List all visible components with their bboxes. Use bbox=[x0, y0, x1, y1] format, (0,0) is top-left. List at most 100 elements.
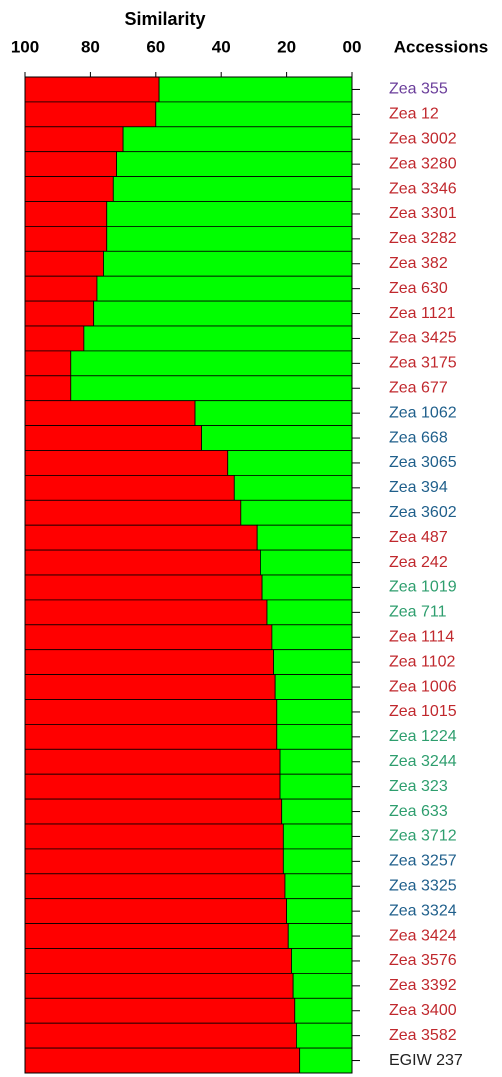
bar-segment bbox=[24, 724, 278, 750]
bar-segment bbox=[286, 898, 353, 925]
bar-segment bbox=[24, 898, 288, 925]
bar-segment bbox=[70, 350, 353, 377]
bar-segment bbox=[260, 549, 353, 576]
bar-segment bbox=[122, 126, 353, 153]
y-tick-label: Zea 677 bbox=[389, 379, 448, 396]
y-tick-label: Zea 3346 bbox=[389, 180, 457, 197]
bar-segment bbox=[273, 649, 353, 676]
bar-segment bbox=[24, 549, 261, 576]
bar-segment bbox=[294, 997, 353, 1024]
bar-segment bbox=[103, 250, 353, 277]
y-tick-label: Zea 3576 bbox=[389, 952, 457, 969]
y-tick-label: Zea 3400 bbox=[389, 1002, 457, 1019]
bar-segment bbox=[24, 151, 117, 177]
bar-segment bbox=[201, 425, 353, 451]
bar-segment bbox=[24, 748, 281, 775]
y-tick-label: Zea 3582 bbox=[389, 1027, 457, 1044]
bar-segment bbox=[24, 126, 124, 153]
x-tick-label: 40 bbox=[212, 37, 231, 56]
y-tick-label: Zea 3257 bbox=[389, 853, 457, 870]
bar-segment bbox=[282, 848, 353, 875]
bar-segment bbox=[194, 400, 353, 427]
y-tick-label: Zea 1102 bbox=[389, 653, 456, 670]
bar-segment bbox=[292, 973, 353, 999]
bar-segment bbox=[227, 450, 353, 476]
y-tick-label: Zea 3425 bbox=[389, 330, 457, 347]
bar-segment bbox=[96, 275, 353, 302]
bar-segment bbox=[279, 748, 353, 775]
y-tick-label: Zea 1114 bbox=[389, 628, 454, 645]
bar-segment bbox=[24, 225, 108, 252]
bar-segment bbox=[24, 250, 104, 277]
y-tick-label: Zea 711 bbox=[389, 604, 447, 621]
bar-segment bbox=[24, 973, 294, 999]
bar-segment bbox=[24, 474, 235, 501]
bar-segment bbox=[279, 773, 353, 800]
bar-segment bbox=[276, 724, 353, 750]
bar-segment bbox=[233, 474, 353, 501]
y-tick-label: Zea 1006 bbox=[389, 678, 457, 695]
y-tick-label: Zea 3324 bbox=[389, 902, 457, 919]
bar-segment bbox=[240, 499, 353, 526]
bar-segment bbox=[256, 524, 353, 551]
bar-segment bbox=[112, 176, 353, 202]
y-tick-label: Zea 323 bbox=[389, 778, 448, 795]
y-tick-label: Zea 1224 bbox=[389, 728, 457, 745]
bar-segment bbox=[24, 425, 202, 451]
bar-segment bbox=[24, 101, 157, 128]
bar-segment bbox=[106, 201, 353, 227]
bar-segment bbox=[155, 101, 353, 128]
bar-segment bbox=[24, 450, 229, 476]
bar-segment bbox=[24, 798, 283, 825]
y-tick-label: Zea 3392 bbox=[389, 977, 457, 994]
bar-segment bbox=[291, 948, 353, 974]
y-tick-label: Zea 633 bbox=[389, 803, 448, 820]
bar-segment bbox=[281, 798, 353, 825]
bar-segment bbox=[83, 325, 353, 352]
y-tick-label: Zea 1121 bbox=[389, 305, 456, 322]
y-tick-label: Zea 355 bbox=[389, 81, 448, 98]
y-tick-label: Zea 630 bbox=[389, 280, 448, 297]
bar-segment bbox=[24, 176, 114, 202]
y-tick-label: Zea 394 bbox=[389, 479, 448, 496]
y-tick-label: Zea 242 bbox=[389, 554, 448, 571]
bar-segment bbox=[266, 599, 353, 626]
bar-segment bbox=[24, 848, 284, 875]
bar-segment bbox=[24, 400, 196, 427]
bar-segment bbox=[24, 275, 98, 302]
bar-segment bbox=[24, 699, 278, 725]
bar-segment bbox=[274, 674, 353, 700]
y-tick-label: Zea 3002 bbox=[389, 130, 457, 147]
bar-segment bbox=[24, 325, 85, 352]
y-tick-label: Zea 1015 bbox=[389, 703, 457, 720]
y-tick-label: Zea 668 bbox=[389, 429, 448, 446]
bar-segment bbox=[276, 699, 353, 725]
y-tick-label: Zea 3325 bbox=[389, 877, 457, 894]
bar-segment bbox=[24, 773, 281, 800]
bar-segment bbox=[24, 350, 72, 377]
bar-segment bbox=[116, 151, 353, 177]
bar-segment bbox=[93, 300, 353, 327]
y-tick-label: Zea 3282 bbox=[389, 230, 457, 247]
y-tick-label: Zea 487 bbox=[389, 529, 448, 546]
y-tick-label: Zea 3244 bbox=[389, 753, 457, 770]
y-tick-label: Zea 3301 bbox=[389, 205, 457, 222]
x-tick-label: 80 bbox=[81, 37, 100, 56]
y-tick-label: EGIW 237 bbox=[389, 1052, 463, 1069]
plot-frame bbox=[24, 76, 353, 1074]
bar-segment bbox=[24, 574, 263, 601]
bar-segment bbox=[261, 574, 353, 601]
x-tick-label: 60 bbox=[146, 37, 165, 56]
bar-segment bbox=[24, 1047, 301, 1074]
bar-segment bbox=[24, 524, 258, 551]
bar-segment bbox=[24, 201, 108, 227]
y-tick-label: Zea 12 bbox=[389, 106, 439, 123]
bar-segment bbox=[24, 948, 292, 974]
y-tick-label: Zea 3280 bbox=[389, 155, 457, 172]
bar-segment bbox=[271, 624, 353, 651]
bar-segment bbox=[24, 375, 72, 402]
bar-segment bbox=[282, 823, 353, 850]
bar-segment bbox=[24, 76, 160, 103]
bar-segment bbox=[284, 873, 353, 900]
